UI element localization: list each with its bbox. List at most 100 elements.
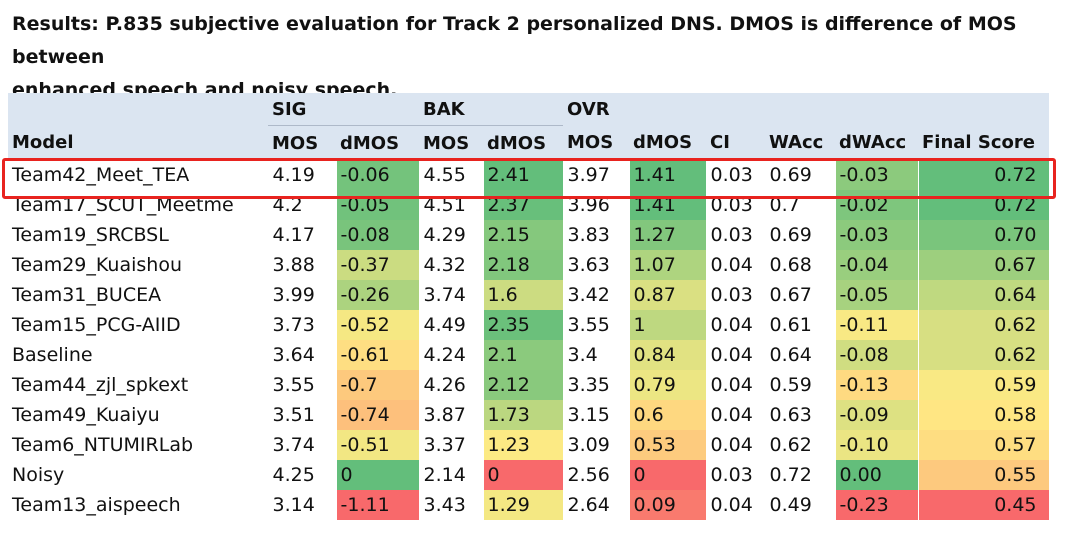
cell-ovr-mos: 3.09 [563,430,630,460]
cell-dwacc: -0.05 [835,280,919,310]
cell-ci: 0.04 [706,250,766,280]
cell-bak-dmos: 2.12 [483,370,564,400]
cell-ovr-mos: 3.97 [563,160,630,190]
header-sig-dmos: dMOS [336,125,419,160]
cell-bak-dmos: 1.6 [483,280,564,310]
cell-bak-dmos: 2.15 [483,220,564,250]
cell-ovr-mos: 3.15 [563,400,630,430]
cell-ovr-dmos: 0.84 [629,340,707,370]
cell-bak-dmos: 2.18 [483,250,564,280]
cell-bak-mos: 4.51 [419,190,484,220]
cell-ci: 0.03 [706,220,766,250]
group-ovr: OVR [563,93,629,126]
cell-sig-mos: 3.14 [268,490,337,520]
table-row: Team6_NTUMIRLab 3.74 -0.51 3.37 1.23 3.09 0.53… [8,430,1050,460]
results-body: Team42_Meet_TEA 4.19 -0.06 4.55 2.41 3.97 1.41… [8,160,1050,520]
cell-bak-mos: 3.87 [419,400,484,430]
cell-final-score: 0.62 [918,340,1050,370]
cell-final-score: 0.62 [918,310,1050,340]
cell-wacc: 0.7 [765,190,836,220]
cell-ovr-mos: 2.56 [563,460,630,490]
cell-sig-mos: 3.73 [268,310,337,340]
cell-ovr-dmos: 1.27 [629,220,707,250]
cell-wacc: 0.67 [765,280,836,310]
cell-sig-dmos: -0.08 [336,220,420,250]
table-row: Team49_Kuaiyu 3.51 -0.74 3.87 1.73 3.15 0.6 0.0… [8,400,1050,430]
cell-bak-mos: 4.24 [419,340,484,370]
cell-final-score: 0.57 [918,430,1050,460]
cell-sig-dmos: -0.05 [336,190,420,220]
group-header-row: SIG BAK OVR [8,93,1049,126]
cell-bak-dmos: 2.41 [483,160,564,190]
cell-ovr-dmos: 0.79 [629,370,707,400]
cell-wacc: 0.69 [765,220,836,250]
cell-wacc: 0.72 [765,460,836,490]
cell-ci: 0.04 [706,310,766,340]
cell-wacc: 0.69 [765,160,836,190]
cell-final-score: 0.72 [918,190,1050,220]
cell-sig-dmos: -0.7 [336,370,420,400]
results-table: SIG BAK OVR Model MOS dMOS MOS dMOS MOS … [8,93,1050,520]
table-row: Team13_aispeech 3.14 -1.11 3.43 1.29 2.64 0.09… [8,490,1050,520]
cell-sig-dmos: -0.61 [336,340,420,370]
cell-dwacc: -0.13 [835,370,919,400]
cell-dwacc: -0.10 [835,430,919,460]
caption-line-1: Results: P.835 subjective evaluation for… [12,13,1017,68]
cell-wacc: 0.61 [765,310,836,340]
table-row: Team15_PCG-AIID 3.73 -0.52 4.49 2.35 3.55 1 0.0… [8,310,1050,340]
cell-final-score: 0.72 [918,160,1050,190]
cell-model: Team6_NTUMIRLab [8,430,269,460]
cell-bak-dmos: 0 [483,460,564,490]
column-header-row: Model MOS dMOS MOS dMOS MOS dMOS CI WAcc… [8,125,1049,160]
cell-ci: 0.04 [706,400,766,430]
cell-dwacc: -0.03 [835,160,919,190]
cell-bak-mos: 4.32 [419,250,484,280]
cell-final-score: 0.59 [918,370,1050,400]
cell-sig-dmos: -0.26 [336,280,420,310]
cell-sig-mos: 3.99 [268,280,337,310]
cell-sig-dmos: -0.06 [336,160,420,190]
cell-ovr-dmos: 1.41 [629,160,707,190]
cell-bak-dmos: 2.1 [483,340,564,370]
cell-bak-dmos: 2.35 [483,310,564,340]
header-bak-dmos: dMOS [483,125,563,160]
header-dwacc: dWAcc [835,125,918,160]
cell-ovr-mos: 3.63 [563,250,630,280]
cell-final-score: 0.64 [918,280,1050,310]
cell-ci: 0.04 [706,490,766,520]
group-bak: BAK [419,93,483,126]
cell-bak-dmos: 1.23 [483,430,564,460]
cell-bak-mos: 4.49 [419,310,484,340]
cell-sig-mos: 4.2 [268,190,337,220]
cell-sig-dmos: 0 [336,460,420,490]
table-row: Team44_zjl_spkext 3.55 -0.7 4.26 2.12 3.35 0.7… [8,370,1050,400]
cell-model: Team44_zjl_spkext [8,370,269,400]
header-ci: CI [706,125,765,160]
header-ovr-mos: MOS [563,125,629,160]
cell-model: Team31_BUCEA [8,280,269,310]
cell-dwacc: -0.09 [835,400,919,430]
table-row: Baseline 3.64 -0.61 4.24 2.1 3.4 0.84 0.04 0.64-… [8,340,1050,370]
cell-model: Team29_Kuaishou [8,250,269,280]
cell-ovr-dmos: 0.87 [629,280,707,310]
cell-wacc: 0.64 [765,340,836,370]
cell-sig-mos: 3.88 [268,250,337,280]
cell-ci: 0.04 [706,340,766,370]
cell-bak-dmos: 1.29 [483,490,564,520]
cell-model: Team17_SCUT_Meetme [8,190,269,220]
cell-ovr-mos: 3.83 [563,220,630,250]
cell-model: Team13_aispeech [8,490,269,520]
cell-ci: 0.03 [706,190,766,220]
cell-final-score: 0.67 [918,250,1050,280]
header-sig-mos: MOS [268,125,336,160]
cell-ovr-mos: 2.64 [563,490,630,520]
cell-sig-mos: 4.19 [268,160,337,190]
cell-sig-mos: 3.64 [268,340,337,370]
cell-dwacc: -0.04 [835,250,919,280]
cell-wacc: 0.59 [765,370,836,400]
table-row: Team29_Kuaishou 3.88 -0.37 4.32 2.18 3.63 1.07… [8,250,1050,280]
cell-sig-mos: 4.17 [268,220,337,250]
cell-ovr-mos: 3.35 [563,370,630,400]
table-row: Team19_SRCBSL 4.17 -0.08 4.29 2.15 3.83 1.27 0.… [8,220,1050,250]
cell-bak-dmos: 1.73 [483,400,564,430]
